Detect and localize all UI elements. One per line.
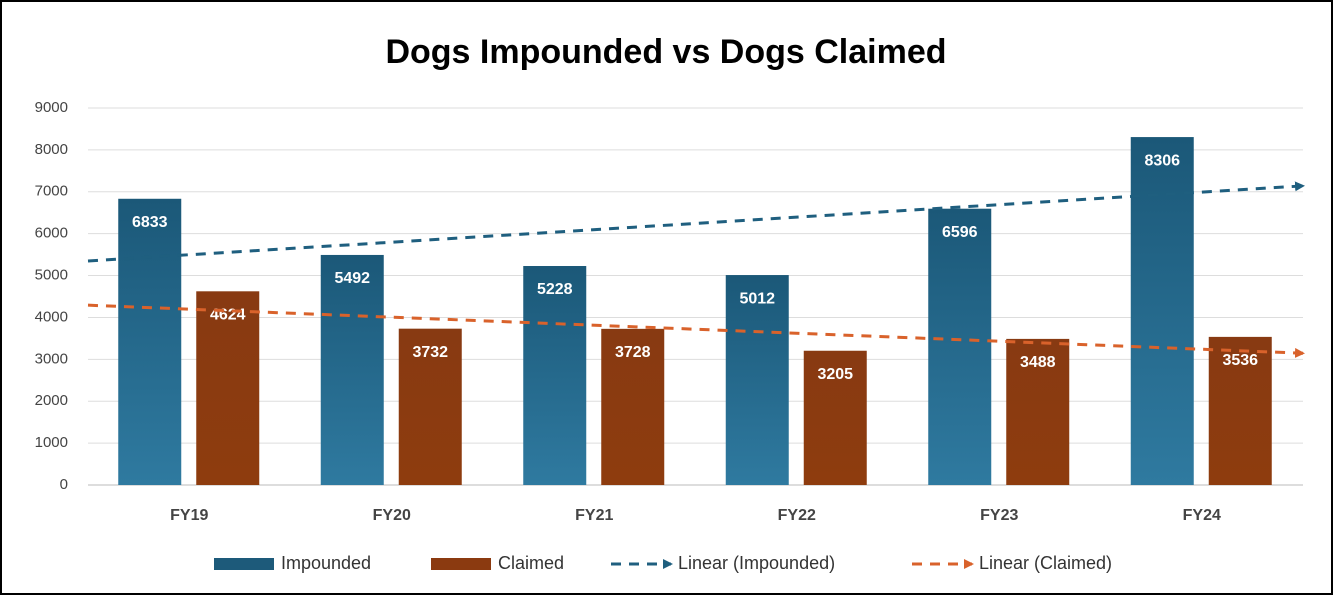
bar bbox=[118, 198, 182, 485]
data-label: 6833 bbox=[132, 214, 168, 231]
x-tick-label: FY19 bbox=[170, 507, 208, 524]
data-label: 3728 bbox=[615, 344, 651, 361]
trendline bbox=[87, 181, 1305, 263]
legend-label: Linear (Impounded) bbox=[678, 553, 835, 573]
x-tick-label: FY24 bbox=[1183, 507, 1221, 524]
x-tick-label: FY20 bbox=[373, 507, 411, 524]
data-label: 3205 bbox=[817, 366, 853, 383]
y-tick-label: 0 bbox=[60, 476, 68, 493]
bar bbox=[1208, 336, 1272, 485]
bar bbox=[803, 350, 867, 485]
bar bbox=[398, 328, 462, 485]
y-tick-label: 5000 bbox=[35, 267, 68, 284]
legend-swatch bbox=[214, 558, 274, 570]
y-tick-label: 2000 bbox=[35, 392, 68, 409]
chart-title: Dogs Impounded vs Dogs Claimed bbox=[385, 33, 946, 71]
trendline bbox=[87, 303, 1305, 358]
bar bbox=[523, 266, 587, 485]
y-tick-label: 6000 bbox=[35, 225, 68, 242]
legend-label: Impounded bbox=[281, 553, 371, 573]
y-tick-label: 9000 bbox=[35, 99, 68, 116]
x-tick-label: FY22 bbox=[778, 507, 816, 524]
legend-label: Claimed bbox=[498, 553, 564, 573]
data-label: 5228 bbox=[537, 281, 573, 298]
bar bbox=[725, 275, 789, 485]
y-tick-label: 1000 bbox=[35, 434, 68, 451]
bar bbox=[928, 208, 992, 486]
data-label: 3488 bbox=[1020, 354, 1056, 371]
data-label: 6596 bbox=[942, 224, 978, 241]
y-tick-label: 3000 bbox=[35, 350, 68, 367]
bar bbox=[1006, 338, 1070, 485]
y-tick-label: 4000 bbox=[35, 308, 68, 325]
bar bbox=[601, 328, 665, 485]
data-label: 3536 bbox=[1222, 352, 1258, 369]
data-label: 8306 bbox=[1144, 152, 1180, 169]
bar bbox=[1130, 137, 1194, 485]
bar bbox=[196, 291, 260, 485]
legend-swatch bbox=[431, 558, 491, 570]
bar bbox=[320, 254, 384, 485]
x-tick-label: FY23 bbox=[980, 507, 1018, 524]
y-tick-label: 7000 bbox=[35, 183, 68, 200]
y-tick-label: 8000 bbox=[35, 141, 68, 158]
data-label: 3732 bbox=[412, 344, 448, 361]
data-label: 5012 bbox=[739, 290, 775, 307]
data-label: 5492 bbox=[334, 270, 370, 287]
x-tick-label: FY21 bbox=[575, 507, 613, 524]
legend-label: Linear (Claimed) bbox=[979, 553, 1112, 573]
